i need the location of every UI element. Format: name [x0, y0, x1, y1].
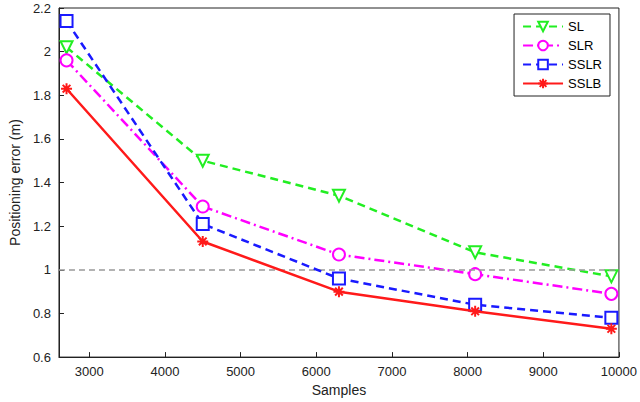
- svg-text:SLR: SLR: [568, 38, 593, 53]
- svg-text:SL: SL: [568, 19, 584, 34]
- svg-text:1.8: 1.8: [33, 88, 51, 103]
- svg-text:2.2: 2.2: [33, 1, 51, 16]
- svg-text:1.4: 1.4: [33, 175, 51, 190]
- svg-text:2: 2: [44, 44, 51, 59]
- svg-text:9000: 9000: [529, 364, 558, 379]
- svg-text:1.6: 1.6: [33, 131, 51, 146]
- svg-text:4000: 4000: [150, 364, 179, 379]
- svg-text:8000: 8000: [453, 364, 482, 379]
- svg-text:Positioning error (m): Positioning error (m): [7, 119, 23, 246]
- svg-text:0.8: 0.8: [33, 306, 51, 321]
- svg-text:6000: 6000: [302, 364, 331, 379]
- svg-text:1.2: 1.2: [33, 219, 51, 234]
- svg-text:SSLR: SSLR: [568, 57, 602, 72]
- svg-text:0.6: 0.6: [33, 350, 51, 365]
- svg-text:SSLB: SSLB: [568, 76, 601, 91]
- svg-text:10000: 10000: [601, 364, 637, 379]
- svg-text:5000: 5000: [226, 364, 255, 379]
- svg-text:1: 1: [44, 262, 51, 277]
- svg-text:3000: 3000: [75, 364, 104, 379]
- svg-text:Samples: Samples: [312, 382, 366, 398]
- svg-text:7000: 7000: [377, 364, 406, 379]
